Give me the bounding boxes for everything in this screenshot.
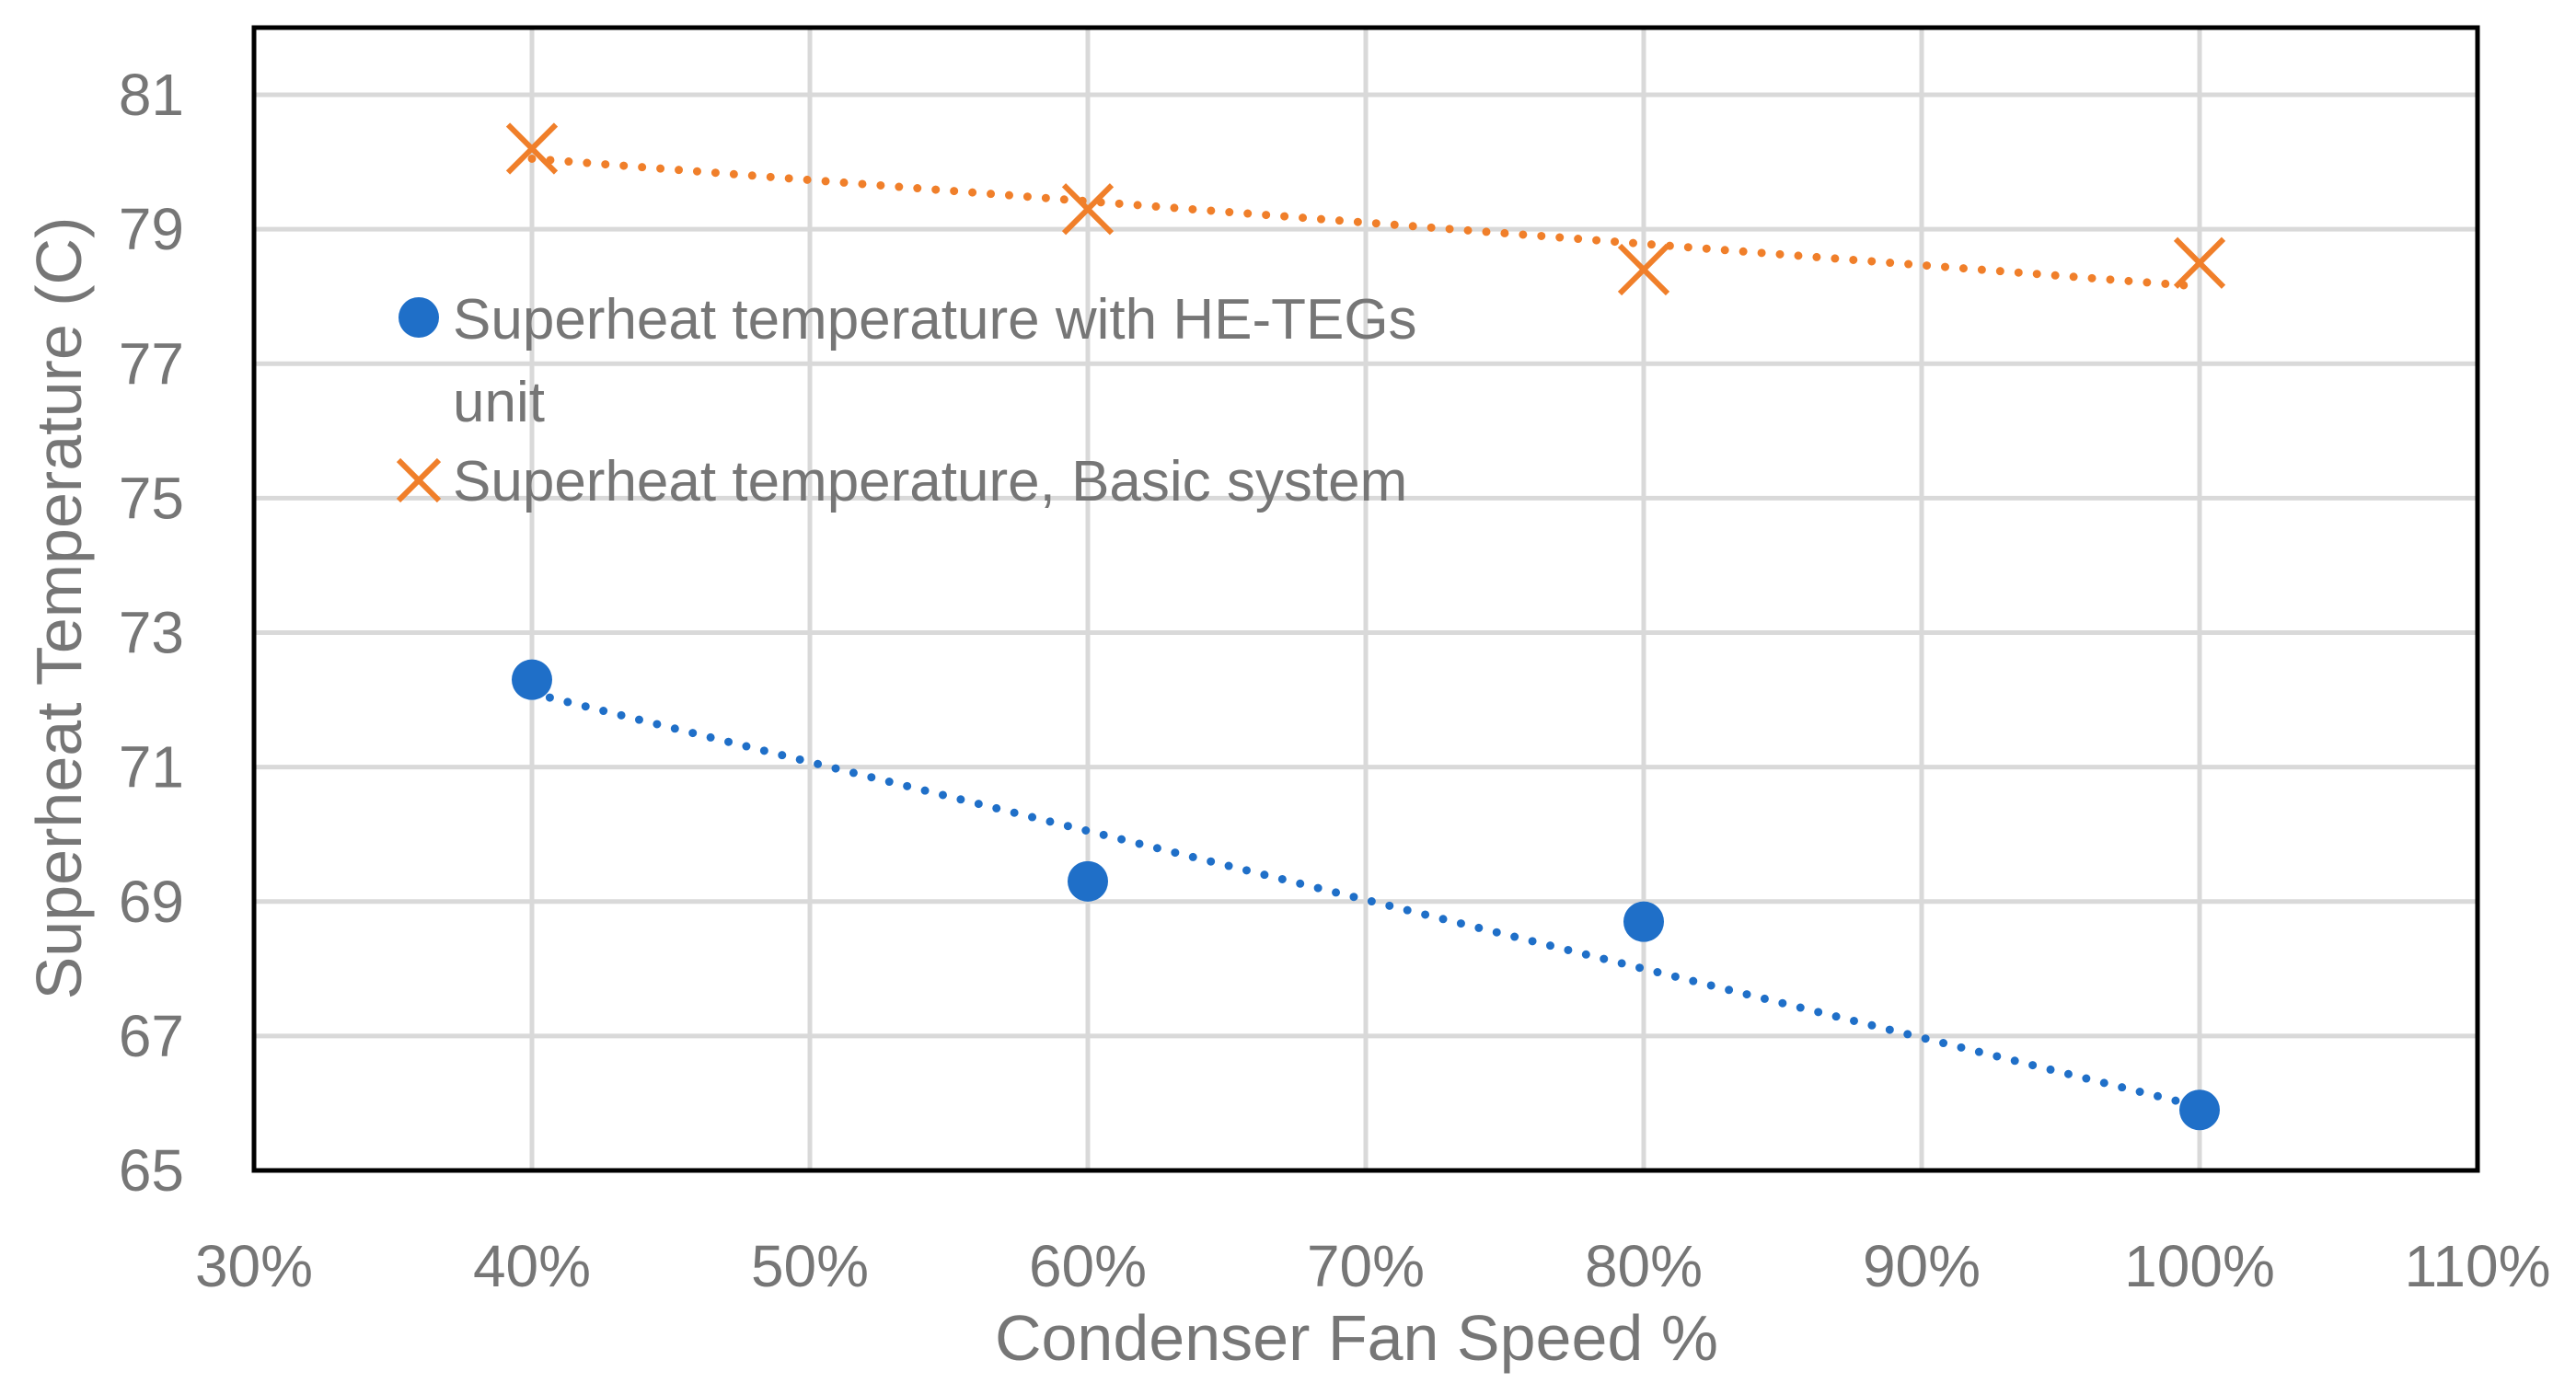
- x-tick-label: 60%: [1029, 1233, 1147, 1299]
- x-tick-label: 50%: [751, 1233, 869, 1299]
- y-tick-label: 77: [119, 330, 184, 397]
- legend: Superheat temperature with HE-TEGs unit …: [396, 288, 1417, 513]
- x-tick-label: 110%: [2405, 1233, 2551, 1299]
- x-tick-label: 90%: [1863, 1233, 1981, 1299]
- data-point-basic-system: [1617, 243, 1670, 296]
- data-point-he-tegs: [1623, 901, 1664, 942]
- data-point-basic-system: [505, 122, 559, 175]
- x-marker-stroke: [1061, 183, 1115, 236]
- y-tick-label: 67: [119, 1003, 184, 1069]
- x-marker-stroke: [2173, 236, 2226, 289]
- legend-label-he-tegs-line2: unit: [453, 371, 545, 434]
- y-tick-labels: 65 67 69 71 73 75 77 79 81: [119, 62, 184, 1204]
- x-axis-title: Condenser Fan Speed %: [995, 1302, 1718, 1374]
- y-tick-label: 71: [119, 734, 184, 801]
- legend-item-he-tegs: Superheat temperature with HE-TEGs unit: [399, 288, 1417, 434]
- legend-label-basic-system: Superheat temperature, Basic system: [453, 450, 1407, 513]
- x-marker-stroke: [1617, 243, 1670, 296]
- plot-border: [251, 25, 2480, 1173]
- legend-marker-x: [396, 457, 442, 503]
- x-marker-stroke: [396, 457, 442, 503]
- x-tick-label: 70%: [1307, 1233, 1425, 1299]
- data-point-layer: [505, 122, 2226, 1131]
- y-tick-label: 65: [119, 1137, 184, 1204]
- y-tick-label: 69: [119, 869, 184, 935]
- legend-label-he-tegs-line1: Superheat temperature with HE-TEGs: [453, 288, 1417, 352]
- x-tick-label: 30%: [195, 1233, 313, 1299]
- y-tick-label: 81: [119, 62, 184, 128]
- y-axis-title: Superheat Temperature (C): [23, 217, 95, 1000]
- data-point-he-tegs: [512, 659, 552, 700]
- trendline-layer: [527, 154, 2204, 1112]
- x-tick-label: 40%: [473, 1233, 591, 1299]
- x-marker-stroke: [505, 122, 559, 175]
- data-point-basic-system: [2173, 236, 2226, 289]
- trendline-basic-system: [527, 154, 2204, 291]
- grid-layer: [251, 25, 2480, 1173]
- legend-x-shape: [396, 457, 442, 503]
- legend-item-basic-system: Superheat temperature, Basic system: [396, 450, 1407, 513]
- y-tick-label: 73: [119, 600, 184, 666]
- x-tick-label: 100%: [2124, 1233, 2275, 1299]
- data-point-basic-system: [1061, 183, 1115, 236]
- x-tick-labels: 30% 40% 50% 60% 70% 80% 90% 100% 110%: [195, 1233, 2551, 1299]
- legend-marker-circle: [399, 297, 439, 338]
- y-tick-label: 75: [119, 465, 184, 531]
- data-point-he-tegs: [1068, 860, 1108, 902]
- data-point-he-tegs: [2179, 1089, 2220, 1131]
- trendline-he-tegs: [527, 688, 2204, 1112]
- y-tick-label: 79: [119, 196, 184, 262]
- x-tick-label: 80%: [1585, 1233, 1703, 1299]
